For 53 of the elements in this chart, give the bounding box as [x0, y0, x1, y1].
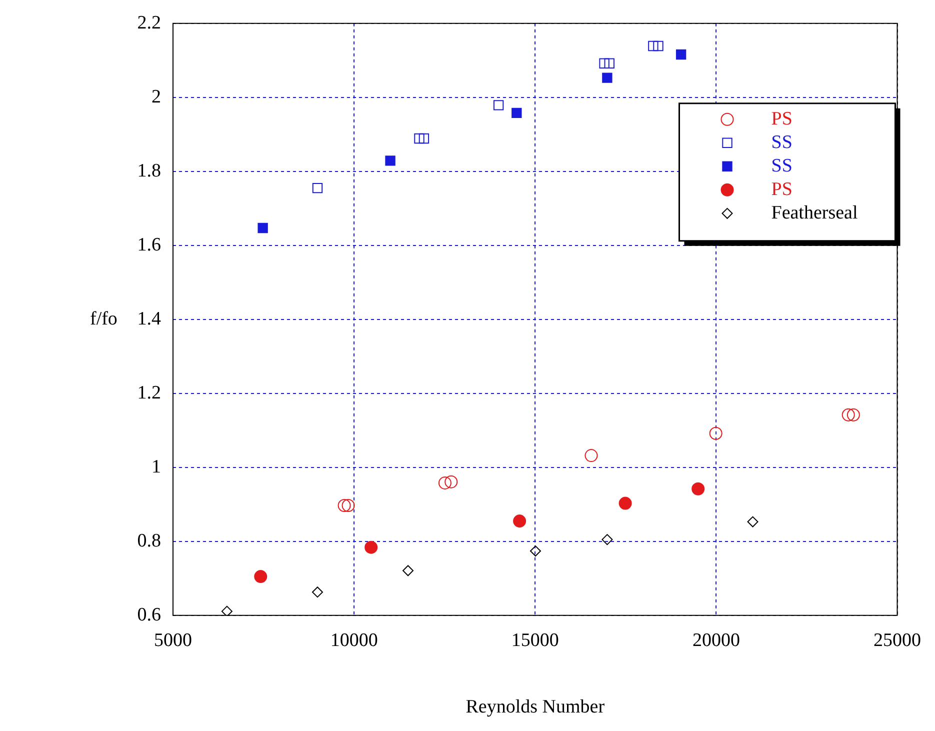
point	[676, 49, 686, 60]
point	[747, 516, 758, 528]
x-tick-label: 20000	[692, 630, 740, 651]
point	[338, 499, 351, 512]
y-tick-label: 2.2	[137, 12, 161, 34]
point	[602, 72, 612, 83]
point	[418, 133, 430, 144]
point	[342, 499, 355, 512]
x-axis-title: Reynolds Number	[466, 696, 606, 718]
y-tick-label: 0.6	[137, 604, 161, 626]
point	[493, 100, 504, 110]
point	[599, 58, 610, 68]
y-tick-label: 1	[152, 456, 161, 478]
y-tick-label: 1.4	[137, 308, 162, 330]
point	[512, 108, 522, 118]
point	[618, 496, 632, 510]
point	[402, 565, 414, 576]
y-tick-label: 1.6	[137, 234, 161, 256]
point	[438, 476, 452, 490]
point	[530, 546, 541, 557]
point	[414, 133, 424, 144]
point	[312, 182, 323, 194]
point	[513, 514, 526, 528]
y-tick-label: 2	[152, 86, 161, 108]
x-tick-label: 25000	[874, 630, 921, 651]
y-tick-label: 0.8	[137, 530, 161, 552]
point	[604, 58, 614, 68]
y-tick-label: 1.2	[137, 382, 161, 404]
point	[648, 40, 658, 52]
point	[692, 482, 705, 496]
point	[312, 586, 323, 598]
point	[842, 408, 855, 422]
y-tick-label: 1.8	[137, 160, 161, 182]
legend-label: SS	[771, 155, 792, 176]
legend-label: Featherseal	[771, 202, 858, 224]
y-axis-title: f/fo	[90, 308, 118, 330]
point	[602, 534, 613, 546]
legend-label: PS	[771, 108, 792, 130]
legend-label: PS	[771, 178, 792, 200]
point	[653, 40, 664, 52]
x-tick-label: 10000	[330, 630, 378, 651]
x-tick-label: 15000	[511, 630, 559, 651]
point	[846, 408, 860, 422]
point	[221, 606, 232, 616]
point	[444, 475, 458, 488]
point	[584, 449, 598, 462]
point	[709, 426, 722, 440]
point	[385, 156, 396, 166]
legend-label: SS	[771, 132, 792, 153]
point	[364, 540, 378, 554]
point	[258, 222, 268, 234]
x-tick-label: 5000	[154, 630, 192, 651]
point	[254, 570, 268, 584]
